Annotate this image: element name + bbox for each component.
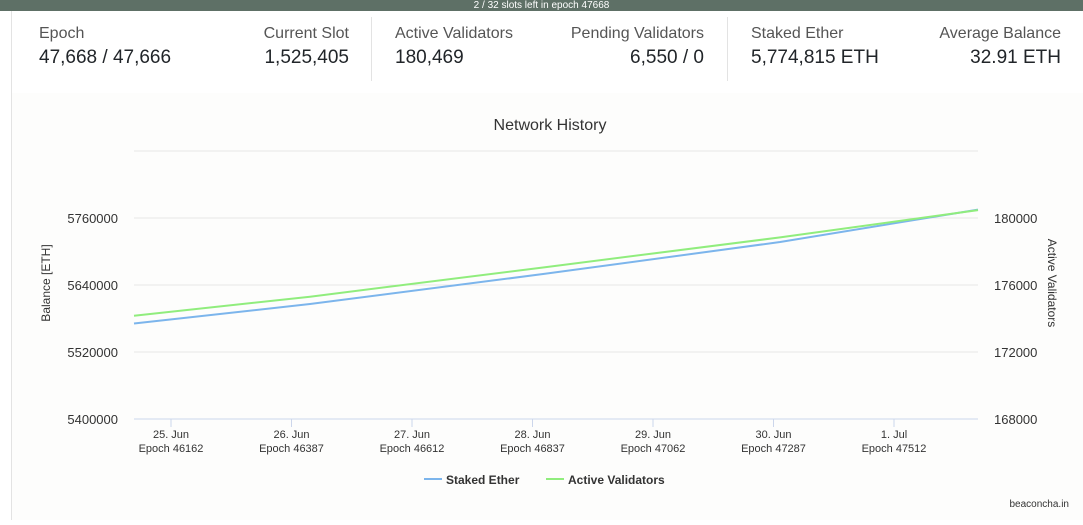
chart-legend[interactable]: Staked Ether Active Validators [424,473,665,487]
stat-epoch: Epoch 47,668 / 47,666 [39,25,171,69]
x-tick-label-epoch: Epoch 47287 [741,443,806,455]
x-tick-label-epoch: Epoch 46387 [259,443,324,455]
x-axis: 25. Jun Epoch 46162 26. Jun Epoch 46387 27. … [139,419,927,455]
x-tick-label-date: 27. Jun [394,429,430,441]
chart-title: Network History [494,117,607,134]
x-tick-label-date: 30. Jun [755,429,791,441]
stats-divider [371,17,372,81]
stat-active-validators-label: Active Validators [395,25,513,42]
network-history-chart: Network History 5400000 5520000 5640000 576… [11,93,1083,520]
x-tick-label-epoch: Epoch 46612 [380,443,445,455]
stat-average-balance: Average Balance 32.91 ETH [939,25,1061,69]
series-line-staked-ether [133,208,979,325]
stat-active-validators: Active Validators 180,469 [395,25,513,69]
y-right-tick-label: 168000 [994,412,1037,427]
chart-grid [134,150,978,420]
stat-current-slot: Current Slot 1,525,405 [264,25,349,69]
y-right-tick-label: 176000 [994,278,1037,293]
y-left-tick-label: 5640000 [67,278,118,293]
stat-pending-validators-label: Pending Validators [570,25,704,42]
y-left-tick-label: 5760000 [67,211,118,226]
y-axis-right: 168000 172000 176000 180000 [994,211,1037,427]
x-tick-label-date: 28. Jun [514,429,550,441]
x-tick-label-date: 26. Jun [273,429,309,441]
x-tick-label-epoch: Epoch 47512 [862,443,927,455]
chart-series [133,208,979,325]
x-tick-label-date: 1. Jul [881,429,907,441]
y-axis-left-title: Balance [ETH] [39,244,53,321]
legend-item-label: Staked Ether [446,473,520,487]
epoch-progress-banner: 2 / 32 slots left in epoch 47668 [0,0,1083,11]
stat-pending-validators-value: 6,550 / 0 [630,47,704,68]
y-axis-right-title: Active Validators [1045,239,1059,327]
stats-panel: Epoch 47,668 / 47,666 Current Slot 1,525… [11,11,1083,94]
stat-current-slot-label: Current Slot [263,25,349,42]
stat-active-validators-value: 180,469 [395,47,464,68]
stat-staked-ether-label: Staked Ether [751,25,844,42]
x-tick-label-epoch: Epoch 46837 [500,443,565,455]
series-line-active-validators [133,209,979,317]
credit-link[interactable]: beaconcha.in [1009,499,1070,510]
stat-epoch-value: 47,668 / 47,666 [39,47,172,68]
y-left-tick-label: 5400000 [67,412,118,427]
y-right-tick-label: 180000 [994,211,1037,226]
x-tick-label-date: 29. Jun [635,429,671,441]
x-tick-label-epoch: Epoch 46162 [139,443,204,455]
stat-pending-validators: Pending Validators 6,550 / 0 [571,25,704,69]
stat-staked-ether: Staked Ether 5,774,815 ETH [751,25,879,69]
x-tick-label-date: 25. Jun [153,429,189,441]
stat-epoch-label: Epoch [39,25,85,42]
stat-staked-ether-value: 5,774,815 ETH [751,47,879,68]
y-right-tick-label: 172000 [994,345,1037,360]
legend-item-label: Active Validators [568,473,665,487]
stat-average-balance-label: Average Balance [939,25,1061,42]
chart-svg: Network History 5400000 5520000 5640000 576… [39,117,1059,487]
stats-divider [727,17,728,81]
stat-current-slot-value: 1,525,405 [264,47,349,68]
y-axis-left: 5400000 5520000 5640000 5760000 [67,211,118,427]
y-left-tick-label: 5520000 [67,345,118,360]
x-tick-label-epoch: Epoch 47062 [621,443,686,455]
stat-average-balance-value: 32.91 ETH [970,47,1061,68]
